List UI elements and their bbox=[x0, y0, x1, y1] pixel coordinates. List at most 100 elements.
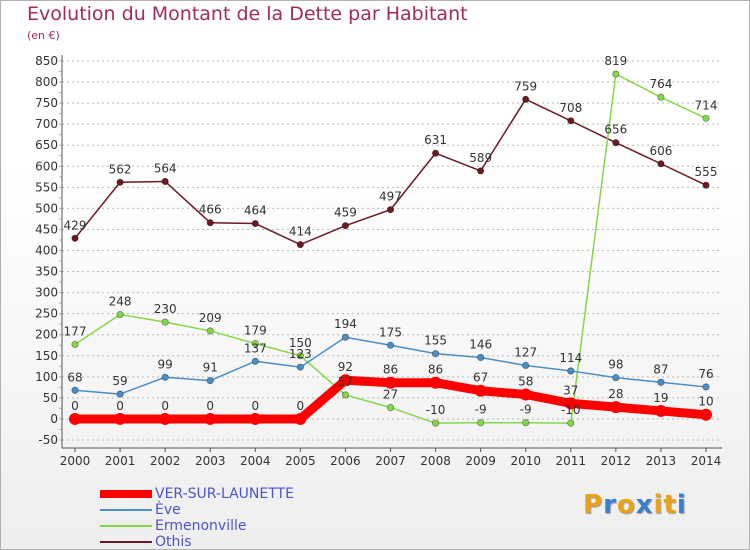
legend-label: Ermenonville bbox=[155, 518, 247, 534]
data-point bbox=[477, 353, 485, 362]
x-tick-label: 2006 bbox=[330, 454, 361, 468]
data-label: 155 bbox=[424, 334, 447, 348]
data-point bbox=[432, 350, 440, 358]
data-label: 497 bbox=[379, 190, 402, 204]
data-label: 555 bbox=[695, 165, 718, 179]
data-point bbox=[161, 177, 169, 185]
y-tick-label: 200 bbox=[35, 328, 58, 342]
data-point bbox=[161, 373, 169, 381]
data-label: 562 bbox=[109, 162, 132, 176]
data-point bbox=[249, 412, 262, 425]
data-label: 57 bbox=[338, 375, 353, 389]
x-tick-label: 2005 bbox=[285, 454, 316, 468]
data-point bbox=[294, 412, 307, 425]
chart-title: Evolution du Montant de la Dette par Hab… bbox=[27, 3, 468, 25]
data-label: 68 bbox=[67, 370, 82, 384]
data-point bbox=[477, 167, 485, 175]
data-point bbox=[116, 310, 124, 319]
data-label: 86 bbox=[428, 363, 443, 377]
data-label: 175 bbox=[379, 325, 402, 339]
data-label: 764 bbox=[649, 77, 672, 91]
data-point bbox=[341, 333, 349, 341]
data-label-layer: 0 0 0 0 0 0 92 86 86 67 58 37 28 19 10 68 59 99 91 137 123 19… bbox=[64, 54, 718, 417]
data-label: 459 bbox=[334, 206, 357, 220]
data-label: 127 bbox=[514, 345, 537, 359]
data-point bbox=[474, 384, 487, 397]
data-point bbox=[519, 388, 532, 401]
data-point bbox=[386, 404, 395, 412]
data-label: -10 bbox=[426, 403, 446, 417]
data-label: 114 bbox=[559, 351, 582, 365]
data-label: 414 bbox=[289, 225, 312, 239]
data-label: 589 bbox=[469, 151, 492, 165]
data-point bbox=[612, 139, 620, 147]
data-point bbox=[432, 149, 440, 157]
data-point bbox=[339, 374, 352, 387]
data-point bbox=[341, 391, 349, 399]
data-point bbox=[296, 352, 304, 360]
y-tick-label: 600 bbox=[35, 159, 58, 173]
legend-swatch bbox=[100, 490, 152, 498]
y-tick-label: 750 bbox=[35, 96, 58, 110]
data-point bbox=[251, 340, 259, 348]
legend-swatch bbox=[100, 525, 152, 527]
data-label: 99 bbox=[158, 357, 173, 371]
x-tick-label: 2013 bbox=[646, 454, 677, 468]
data-point bbox=[384, 376, 397, 389]
y-tick-label: 250 bbox=[35, 307, 58, 321]
data-point bbox=[700, 408, 712, 421]
data-point bbox=[206, 327, 214, 335]
data-label: 58 bbox=[518, 375, 533, 389]
data-point bbox=[657, 378, 665, 386]
data-label: 464 bbox=[244, 204, 267, 218]
data-label: 0 bbox=[297, 399, 305, 413]
data-point bbox=[71, 386, 79, 394]
y-tick-label: -50 bbox=[38, 433, 58, 447]
data-point bbox=[654, 404, 667, 417]
data-label: 86 bbox=[383, 363, 398, 377]
data-label: 248 bbox=[109, 295, 132, 309]
series-layer bbox=[69, 70, 712, 427]
data-label: 10 bbox=[698, 395, 713, 409]
data-point bbox=[116, 178, 124, 186]
y-tick-label: 400 bbox=[35, 244, 58, 258]
data-label: 0 bbox=[206, 399, 214, 413]
x-tick-label: 2012 bbox=[601, 454, 632, 468]
data-point bbox=[71, 234, 79, 242]
data-label: 230 bbox=[154, 302, 177, 316]
data-point bbox=[567, 419, 575, 427]
x-tick-label: 2000 bbox=[60, 454, 91, 468]
data-point bbox=[612, 70, 620, 78]
data-label: 631 bbox=[424, 133, 447, 147]
logo-letter: P bbox=[583, 490, 604, 520]
data-label: 28 bbox=[608, 387, 623, 401]
logo-letter: o bbox=[616, 490, 636, 520]
data-label: 759 bbox=[514, 79, 537, 93]
data-label: 819 bbox=[604, 54, 627, 68]
data-point bbox=[206, 219, 214, 227]
axis-layer: -500501001502002503003504004505005506006… bbox=[35, 54, 722, 468]
data-point bbox=[296, 241, 304, 249]
data-point bbox=[116, 390, 124, 398]
data-label: 564 bbox=[154, 161, 177, 175]
x-tick-label: 2004 bbox=[240, 454, 271, 468]
data-point bbox=[206, 377, 214, 385]
data-label: 708 bbox=[559, 101, 582, 115]
y-tick-label: 50 bbox=[43, 391, 58, 405]
data-label: 59 bbox=[112, 374, 127, 388]
data-label: 150 bbox=[289, 336, 312, 350]
data-point bbox=[567, 117, 575, 125]
data-label: 429 bbox=[64, 218, 87, 232]
data-label: 179 bbox=[244, 324, 267, 338]
data-label: 67 bbox=[473, 371, 488, 385]
y-tick-label: 150 bbox=[35, 349, 58, 363]
data-label: 466 bbox=[199, 203, 222, 217]
x-tick-label: 2001 bbox=[105, 454, 136, 468]
data-label: 92 bbox=[338, 360, 353, 374]
data-point bbox=[702, 181, 710, 189]
data-label: 177 bbox=[64, 324, 87, 338]
data-label: 194 bbox=[334, 317, 357, 331]
logo-letter: r bbox=[603, 490, 617, 520]
data-point bbox=[161, 318, 169, 326]
